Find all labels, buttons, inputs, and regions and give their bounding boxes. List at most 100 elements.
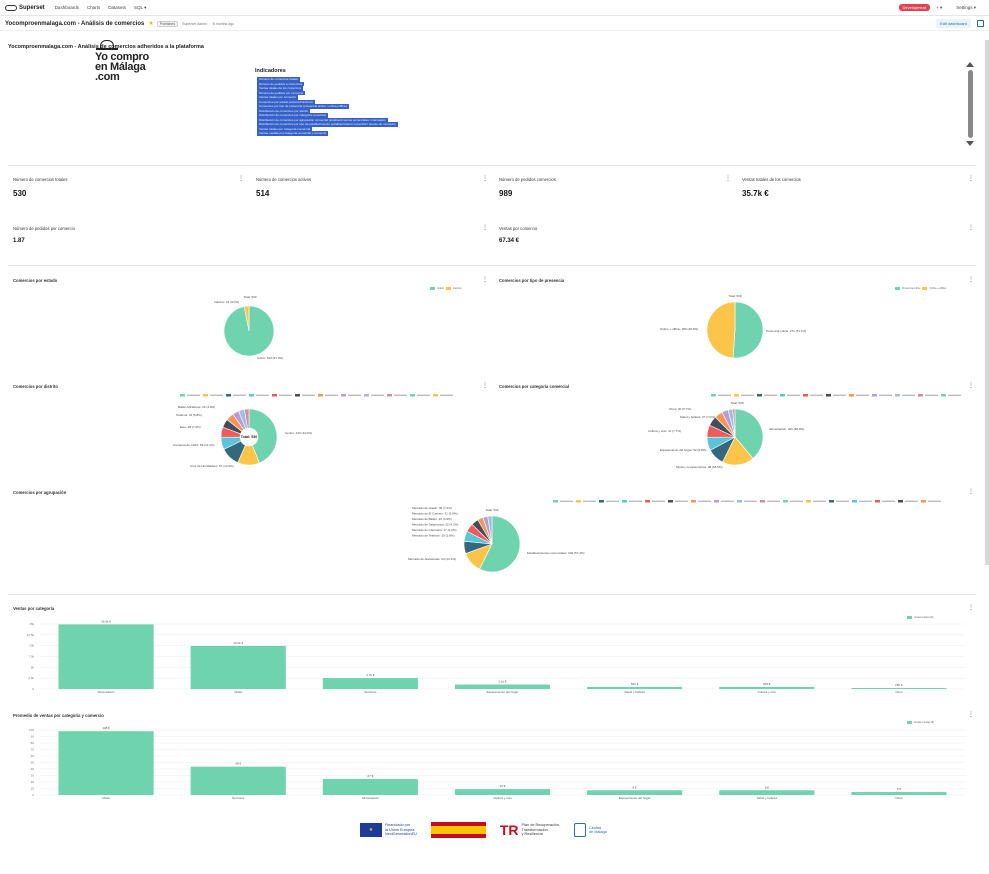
bar[interactable] [58, 731, 154, 795]
bar[interactable] [454, 684, 551, 689]
indicator-link[interactable]: Distribución de comercios por distrito [257, 108, 311, 113]
agrupacion-legend-swatch[interactable] [760, 500, 765, 503]
distrito-legend-swatch[interactable] [318, 394, 323, 397]
indicator-link[interactable]: Ventas medias por categoría comercial y … [257, 131, 329, 136]
bar[interactable] [719, 790, 815, 795]
categoria-legend-swatch[interactable] [711, 394, 716, 397]
chart-menu-icon[interactable]: ⋮ [482, 176, 488, 182]
scroll-up-icon[interactable] [966, 62, 974, 67]
categoria-legend-swatch[interactable] [849, 394, 854, 397]
estado-slice[interactable] [243, 305, 250, 332]
categoria-slice[interactable] [732, 408, 736, 438]
nav-dashboards[interactable]: Dashboards [54, 5, 79, 10]
agrupacion-legend-swatch[interactable] [852, 500, 857, 503]
legend-ventas-categoria[interactable]: Ventas totales (€) [907, 616, 933, 619]
indicator-link[interactable]: Ventas totales por categoría comercial [257, 126, 313, 131]
legend-presencia[interactable]: Presencia online Online + offline [895, 287, 946, 290]
page-scrollbar[interactable] [985, 40, 989, 565]
chart-menu-icon[interactable]: ⋮ [968, 176, 974, 182]
chart-menu-icon[interactable]: ⋮ [482, 225, 488, 231]
categoria-slice[interactable] [734, 408, 764, 459]
nav-charts[interactable]: Charts [86, 5, 101, 10]
distrito-legend-swatch[interactable] [226, 394, 231, 397]
legend-promedio-ventas[interactable]: Ventas medias (€) [907, 721, 934, 724]
categoria-legend-swatch[interactable] [941, 394, 946, 397]
superset-logo[interactable]: Superset [5, 4, 45, 11]
distrito-legend-swatch[interactable] [295, 394, 300, 397]
indicator-link[interactable]: Ventas totales de los comercios [257, 86, 304, 91]
indicator-link[interactable]: Distribución de comercios por agrupación… [257, 117, 388, 122]
distrito-slice[interactable] [248, 408, 278, 464]
chart-menu-icon[interactable]: ⋮ [968, 712, 974, 718]
scroll-thumb[interactable] [967, 70, 973, 138]
dashboard-title[interactable]: Yocomproenmalaga.com - Análisis de comer… [5, 20, 145, 27]
categoria-legend-swatch[interactable] [780, 394, 785, 397]
agrupacion-legend-swatch[interactable] [875, 500, 880, 503]
categoria-legend-swatch[interactable] [803, 394, 808, 397]
indicator-link[interactable]: Distribución de comercios por categoría … [257, 113, 328, 118]
bar[interactable] [587, 790, 683, 795]
categoria-legend-swatch[interactable] [757, 394, 762, 397]
edit-dashboard-button[interactable]: Edit dashboard [936, 19, 971, 28]
categoria-legend-swatch[interactable] [826, 394, 831, 397]
favorite-star-icon[interactable]: ★ [148, 21, 154, 27]
bar[interactable] [322, 779, 418, 795]
bar[interactable] [851, 792, 947, 795]
agrupacion-legend-swatch[interactable] [576, 500, 581, 503]
new-menu[interactable]: + ▾ [936, 4, 943, 10]
agrupacion-legend-swatch[interactable] [806, 500, 811, 503]
agrupacion-legend-swatch[interactable] [783, 500, 788, 503]
agrupacion-legend-swatch[interactable] [668, 500, 673, 503]
indicator-link[interactable]: Número de pedidos a comercios [257, 81, 305, 86]
bar[interactable] [322, 678, 418, 689]
bar[interactable] [190, 645, 286, 689]
chart-menu-icon[interactable]: ⋮ [968, 489, 974, 495]
categoria-legend-swatch[interactable] [895, 394, 900, 397]
bar[interactable] [587, 686, 683, 689]
settings-menu[interactable]: Settings ▾ [956, 4, 976, 10]
indicator-link[interactable]: Número de pedidos por comercio [257, 90, 306, 95]
distrito-legend-swatch[interactable] [387, 394, 392, 397]
agrupacion-slice[interactable] [479, 515, 521, 573]
scroll-down-icon[interactable] [966, 141, 974, 146]
distrito-legend-swatch[interactable] [364, 394, 369, 397]
indicator-link[interactable]: Distribución de comercios por tipo de es… [257, 122, 398, 127]
indicator-link[interactable]: Ventas totales por comercio [257, 95, 299, 100]
distrito-legend-swatch[interactable] [433, 394, 438, 397]
presencia-slice[interactable] [706, 301, 736, 359]
agrupacion-legend-swatch[interactable] [829, 500, 834, 503]
agrupacion-legend-swatch[interactable] [691, 500, 696, 503]
distrito-legend-swatch[interactable] [249, 394, 254, 397]
presencia-slice[interactable] [732, 301, 764, 359]
indicator-link[interactable]: Comercios por tipo de presencia (presenc… [257, 104, 350, 109]
distrito-legend-swatch[interactable] [203, 394, 208, 397]
agrupacion-legend-swatch[interactable] [714, 500, 719, 503]
agrupacion-legend-swatch[interactable] [622, 500, 627, 503]
agrupacion-slice[interactable] [487, 515, 493, 545]
bar[interactable] [454, 789, 551, 795]
distrito-legend-swatch[interactable] [180, 394, 185, 397]
categoria-legend-swatch[interactable] [734, 394, 739, 397]
nav-datasets[interactable]: Datasets [108, 5, 126, 10]
bar[interactable] [190, 766, 286, 795]
chart-menu-icon[interactable]: ⋮ [482, 383, 488, 389]
indicator-link[interactable]: Comercios por estado (activos/inactivos) [257, 99, 316, 104]
distrito-legend-swatch[interactable] [410, 394, 415, 397]
published-badge[interactable]: Published [156, 20, 179, 27]
agrupacion-legend-swatch[interactable] [553, 500, 558, 503]
categoria-legend-swatch[interactable] [872, 394, 877, 397]
agrupacion-legend-swatch[interactable] [898, 500, 903, 503]
bar[interactable] [719, 686, 815, 689]
distrito-legend-swatch[interactable] [272, 394, 277, 397]
chart-menu-icon[interactable]: ⋮ [482, 277, 488, 283]
categoria-legend-swatch[interactable] [918, 394, 923, 397]
chart-menu-icon[interactable]: ⋮ [968, 605, 974, 611]
agrupacion-legend-swatch[interactable] [645, 500, 650, 503]
bar[interactable] [58, 624, 154, 689]
chart-menu-icon[interactable]: ⋮ [968, 383, 974, 389]
chart-menu-icon[interactable]: ⋮ [968, 277, 974, 283]
distrito-slice[interactable] [244, 408, 250, 429]
agrupacion-legend-swatch[interactable] [599, 500, 604, 503]
nav-sql[interactable]: SQL ▾ [133, 4, 147, 10]
chart-menu-icon[interactable]: ⋮ [968, 225, 974, 231]
